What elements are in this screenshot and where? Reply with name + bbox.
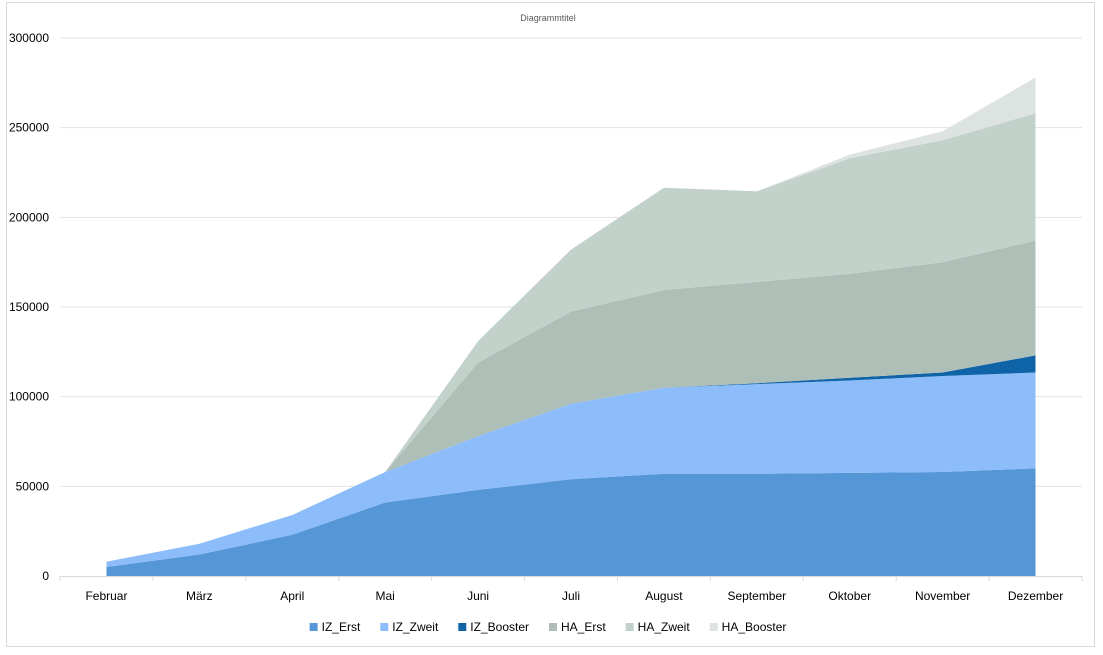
legend-swatch: [548, 623, 557, 631]
x-tick-label: Juli: [562, 589, 580, 603]
x-tick-label: August: [645, 589, 683, 603]
area-ha-zweit: [106, 113, 1036, 562]
legend-swatch: [309, 623, 318, 631]
legend-label: HA_Zweit: [638, 620, 691, 634]
x-tick-label: Dezember: [1008, 589, 1063, 603]
y-tick-label: 300000: [9, 31, 49, 45]
x-tick-label: April: [280, 589, 304, 603]
y-tick-label: 250000: [9, 121, 49, 135]
x-tick-label: Mai: [376, 589, 395, 603]
chart-title: Diagrammtitel: [520, 13, 576, 23]
legend-swatch: [458, 623, 467, 631]
y-tick-label: 50000: [16, 479, 50, 493]
legend-label: HA_Booster: [722, 620, 787, 634]
x-tick-label: Juni: [467, 589, 489, 603]
area-iz-zweit: [106, 372, 1036, 567]
area-series: [106, 77, 1036, 576]
legend-label: HA_Erst: [561, 620, 606, 634]
y-tick-label: 100000: [9, 390, 49, 404]
area-ha-erst: [106, 240, 1036, 562]
x-tick-label: Oktober: [828, 589, 871, 603]
x-tick-label: September: [727, 589, 786, 603]
x-tick-label: Februar: [85, 589, 127, 603]
y-tick-label: 150000: [9, 300, 49, 314]
legend-label: IZ_Erst: [322, 620, 361, 634]
legend-swatch: [380, 623, 389, 631]
y-tick-label: 0: [42, 569, 49, 583]
x-tick-label: März: [186, 589, 213, 603]
legend-swatch: [625, 623, 634, 631]
legend: IZ_Erst IZ_Zweit IZ_Booster HA_Erst HA_Zweit…: [309, 620, 787, 634]
x-tick-label: November: [915, 589, 970, 603]
area-iz-erst: [106, 468, 1036, 576]
axes: 0 50000 100000 150000 200000 250000 300000 Febr…: [9, 31, 1083, 603]
legend-swatch: [709, 623, 718, 631]
legend-label: IZ_Zweit: [392, 620, 439, 634]
legend-label: IZ_Booster: [470, 620, 529, 634]
y-tick-label: 200000: [9, 210, 49, 224]
